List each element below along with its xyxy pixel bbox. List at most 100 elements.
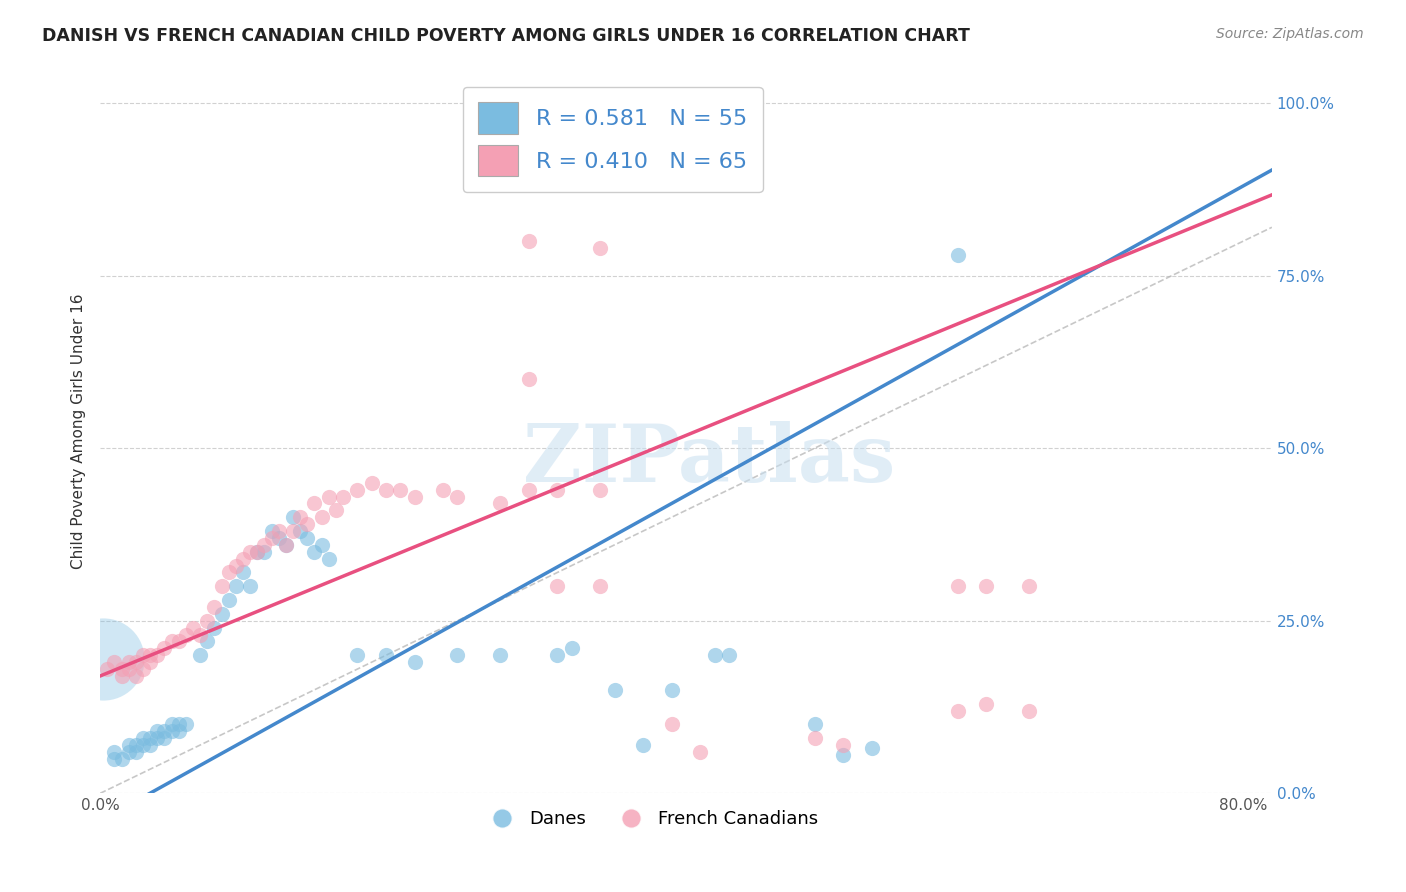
Point: [239, 579, 262, 593]
Point: [188, 627, 211, 641]
Point: [188, 648, 211, 663]
Point: [103, 745, 125, 759]
Point: [346, 648, 368, 663]
Point: [661, 682, 683, 697]
Point: [267, 531, 290, 545]
Point: [181, 621, 204, 635]
Point: [160, 717, 183, 731]
Point: [132, 662, 155, 676]
Point: [260, 531, 283, 545]
Point: [832, 748, 855, 763]
Point: [432, 483, 454, 497]
Point: [96, 662, 118, 676]
Point: [232, 551, 254, 566]
Point: [139, 738, 162, 752]
Point: [360, 475, 382, 490]
Point: [304, 496, 326, 510]
Point: [118, 738, 141, 752]
Point: [125, 738, 148, 752]
Point: [631, 738, 654, 752]
Point: [589, 579, 612, 593]
Point: [404, 490, 426, 504]
Point: [139, 655, 162, 669]
Point: [274, 538, 297, 552]
Point: [132, 731, 155, 745]
Point: [204, 599, 226, 614]
Point: [110, 752, 132, 766]
Point: [517, 483, 540, 497]
Point: [146, 731, 169, 745]
Point: [146, 724, 169, 739]
Point: [290, 524, 312, 538]
Point: [290, 510, 312, 524]
Point: [311, 538, 333, 552]
Point: [218, 593, 240, 607]
Point: [703, 648, 725, 663]
Text: ZIPatlas: ZIPatlas: [523, 421, 896, 499]
Point: [167, 634, 190, 648]
Point: [661, 717, 683, 731]
Point: [246, 545, 269, 559]
Point: [167, 717, 190, 731]
Point: [517, 372, 540, 386]
Point: [561, 641, 583, 656]
Point: [139, 648, 162, 663]
Point: [318, 551, 340, 566]
Point: [304, 545, 326, 559]
Point: [281, 524, 304, 538]
Point: [832, 738, 855, 752]
Point: [589, 241, 612, 255]
Point: [297, 517, 319, 532]
Point: [195, 634, 218, 648]
Point: [346, 483, 368, 497]
Point: [118, 655, 141, 669]
Point: [253, 538, 276, 552]
Point: [103, 655, 125, 669]
Point: [325, 503, 347, 517]
Point: [153, 724, 176, 739]
Point: [118, 662, 141, 676]
Point: [103, 752, 125, 766]
Point: [546, 483, 568, 497]
Point: [546, 579, 568, 593]
Point: [389, 483, 412, 497]
Point: [195, 614, 218, 628]
Point: [167, 724, 190, 739]
Point: [404, 655, 426, 669]
Point: [603, 682, 626, 697]
Point: [803, 731, 825, 745]
Point: [717, 648, 740, 663]
Point: [260, 524, 283, 538]
Point: [546, 648, 568, 663]
Y-axis label: Child Poverty Among Girls Under 16: Child Poverty Among Girls Under 16: [72, 293, 86, 569]
Point: [489, 648, 512, 663]
Point: [139, 731, 162, 745]
Point: [253, 545, 276, 559]
Text: Source: ZipAtlas.com: Source: ZipAtlas.com: [1216, 27, 1364, 41]
Point: [974, 579, 997, 593]
Point: [110, 669, 132, 683]
Point: [125, 655, 148, 669]
Point: [281, 510, 304, 524]
Point: [132, 648, 155, 663]
Point: [297, 531, 319, 545]
Point: [318, 490, 340, 504]
Point: [803, 717, 825, 731]
Point: [118, 745, 141, 759]
Point: [225, 558, 247, 573]
Point: [132, 738, 155, 752]
Point: [689, 745, 711, 759]
Point: [446, 648, 468, 663]
Point: [160, 634, 183, 648]
Point: [274, 538, 297, 552]
Point: [946, 248, 969, 262]
Point: [160, 724, 183, 739]
Point: [311, 510, 333, 524]
Point: [446, 490, 468, 504]
Point: [946, 579, 969, 593]
Point: [860, 741, 883, 756]
Point: [174, 717, 197, 731]
Point: [211, 579, 233, 593]
Point: [246, 545, 269, 559]
Point: [589, 483, 612, 497]
